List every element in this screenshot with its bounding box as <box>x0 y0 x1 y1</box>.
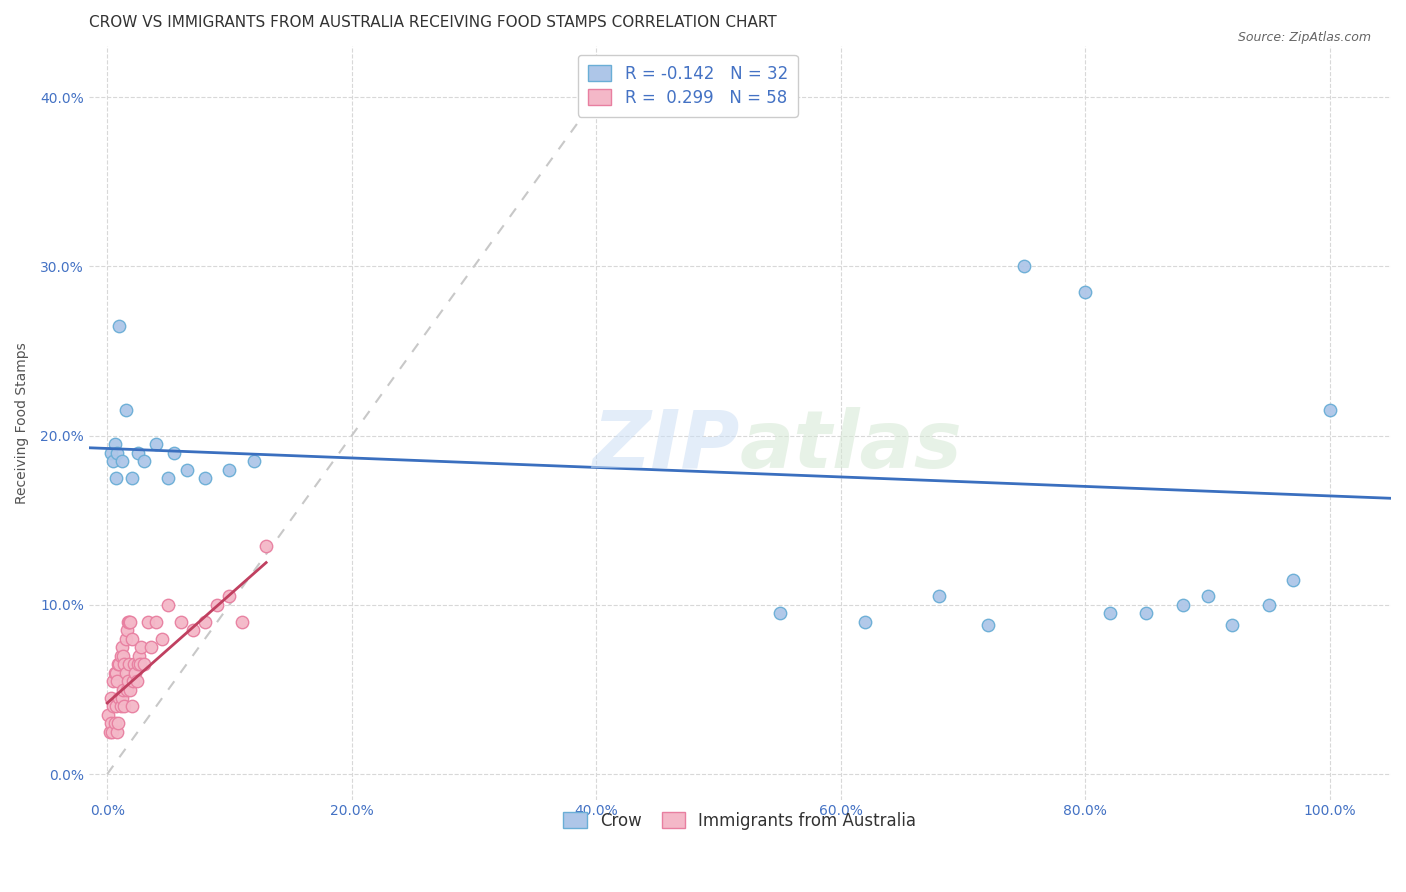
Point <box>104 699 127 714</box>
Y-axis label: Receiving Food Stamps: Receiving Food Stamps <box>15 343 30 504</box>
Text: Source: ZipAtlas.com: Source: ZipAtlas.com <box>1237 31 1371 45</box>
Point <box>114 665 136 680</box>
Point <box>254 539 277 553</box>
Point <box>194 615 217 629</box>
Point <box>101 724 124 739</box>
Point <box>1257 598 1279 612</box>
Point <box>120 682 142 697</box>
Point <box>769 607 792 621</box>
Point <box>117 674 139 689</box>
Point <box>157 598 180 612</box>
Point <box>928 590 950 604</box>
Point <box>100 690 122 705</box>
Text: ZIP: ZIP <box>592 407 740 484</box>
Point <box>124 665 146 680</box>
Point <box>163 445 186 459</box>
Point <box>853 615 876 629</box>
Point <box>1012 260 1035 274</box>
Point <box>100 716 122 731</box>
Point <box>110 699 132 714</box>
Point <box>111 640 134 655</box>
Point <box>1282 573 1305 587</box>
Point <box>103 454 125 468</box>
Point <box>104 665 127 680</box>
Point <box>150 632 173 646</box>
Point <box>103 674 125 689</box>
Point <box>105 674 128 689</box>
Point <box>129 657 152 672</box>
Point <box>157 471 180 485</box>
Point <box>1171 598 1194 612</box>
Point <box>145 615 167 629</box>
Point <box>1220 618 1243 632</box>
Point <box>1319 403 1341 417</box>
Point <box>107 657 129 672</box>
Point <box>218 462 240 476</box>
Point <box>145 437 167 451</box>
Point <box>243 454 266 468</box>
Point <box>111 454 134 468</box>
Point <box>176 462 198 476</box>
Point <box>105 445 128 459</box>
Point <box>97 707 120 722</box>
Point <box>108 657 131 672</box>
Point <box>1135 607 1157 621</box>
Point <box>112 682 135 697</box>
Point <box>128 648 150 663</box>
Point <box>107 716 129 731</box>
Point <box>132 454 155 468</box>
Point <box>194 471 217 485</box>
Point <box>127 445 149 459</box>
Point <box>121 674 143 689</box>
Point <box>169 615 191 629</box>
Point <box>115 624 138 638</box>
Point <box>122 657 145 672</box>
Point <box>121 471 143 485</box>
Point <box>103 716 125 731</box>
Point <box>100 445 122 459</box>
Text: CROW VS IMMIGRANTS FROM AUSTRALIA RECEIVING FOOD STAMPS CORRELATION CHART: CROW VS IMMIGRANTS FROM AUSTRALIA RECEIV… <box>89 15 776 30</box>
Point <box>120 615 142 629</box>
Point <box>141 640 163 655</box>
Point <box>111 690 134 705</box>
Point <box>136 615 159 629</box>
Text: atlas: atlas <box>740 407 963 484</box>
Point <box>207 598 229 612</box>
Point <box>103 437 125 451</box>
Point <box>105 724 128 739</box>
Point <box>117 615 139 629</box>
Point <box>118 657 141 672</box>
Point <box>976 618 998 632</box>
Point <box>108 318 131 333</box>
Point <box>103 665 125 680</box>
Point <box>131 640 153 655</box>
Point <box>181 624 204 638</box>
Point <box>112 648 135 663</box>
Point <box>1074 285 1097 299</box>
Point <box>1098 607 1121 621</box>
Point <box>218 590 240 604</box>
Point <box>132 657 155 672</box>
Point <box>98 724 121 739</box>
Point <box>104 471 127 485</box>
Point <box>108 690 131 705</box>
Point <box>114 632 136 646</box>
Point <box>110 648 132 663</box>
Point <box>121 632 143 646</box>
Point <box>115 682 138 697</box>
Point <box>1197 590 1219 604</box>
Point <box>118 615 141 629</box>
Legend: Crow, Immigrants from Australia: Crow, Immigrants from Australia <box>557 805 924 837</box>
Point <box>112 657 135 672</box>
Point <box>125 674 148 689</box>
Point <box>112 699 135 714</box>
Point <box>127 657 149 672</box>
Point <box>231 615 253 629</box>
Point <box>121 699 143 714</box>
Point <box>103 699 125 714</box>
Point <box>114 403 136 417</box>
